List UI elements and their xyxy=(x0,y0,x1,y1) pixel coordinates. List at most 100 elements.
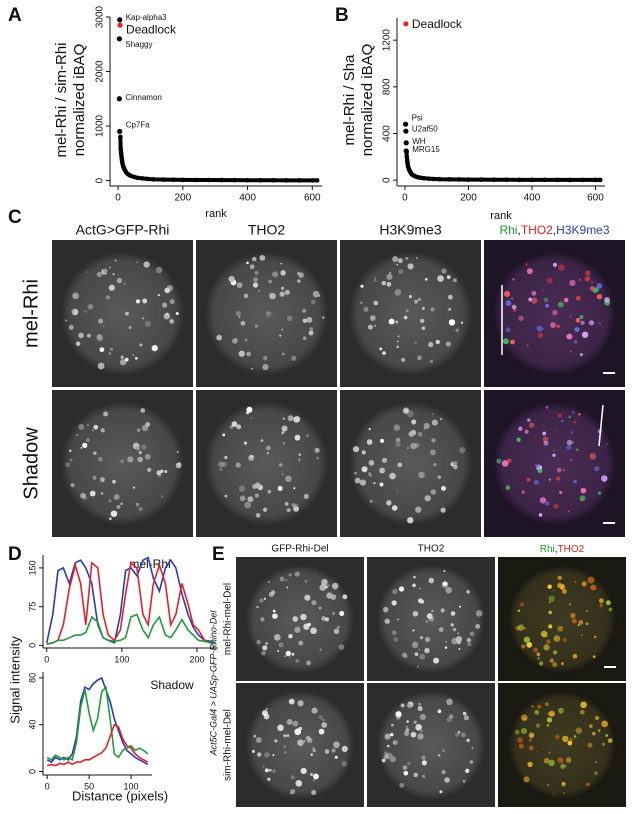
spot xyxy=(431,610,434,613)
micrograph xyxy=(236,683,364,807)
point xyxy=(491,177,497,182)
spot xyxy=(585,622,589,626)
point xyxy=(245,177,250,183)
spot xyxy=(505,327,511,333)
micrograph xyxy=(340,390,481,537)
spot xyxy=(70,483,75,488)
profile-line xyxy=(598,404,604,447)
spot xyxy=(331,748,336,753)
spot xyxy=(318,606,322,610)
spot xyxy=(457,640,461,645)
spot xyxy=(561,588,567,594)
spot xyxy=(444,777,450,783)
x-tick-label: 100 xyxy=(114,654,129,664)
point-label: Kap-alpha3 xyxy=(126,13,167,22)
spot xyxy=(405,256,409,260)
spot xyxy=(580,487,587,494)
y-axis-label: Signal intensity xyxy=(7,636,22,724)
point xyxy=(258,177,263,183)
point xyxy=(193,177,199,183)
spot xyxy=(262,507,268,512)
spot xyxy=(69,449,72,452)
point xyxy=(516,177,522,183)
spot xyxy=(288,698,295,705)
spot xyxy=(452,278,457,283)
spot xyxy=(267,489,272,494)
spot xyxy=(475,623,481,629)
x-tick-label: 100 xyxy=(124,781,139,791)
spot xyxy=(543,644,550,651)
spot xyxy=(164,470,168,473)
spot xyxy=(298,640,304,646)
spot xyxy=(120,459,124,464)
spot xyxy=(269,292,276,300)
spot xyxy=(268,768,272,772)
spot xyxy=(405,728,410,732)
spot xyxy=(310,753,313,756)
spot xyxy=(440,418,443,421)
y-tick-label: 40 xyxy=(27,720,37,730)
spot xyxy=(573,420,577,424)
nucleus xyxy=(507,690,617,800)
spot xyxy=(78,423,85,430)
spot xyxy=(566,439,573,446)
spot xyxy=(311,789,317,795)
spot xyxy=(292,720,299,727)
column-header: ActG>GFP-Rhi xyxy=(76,222,170,238)
spot xyxy=(552,309,558,316)
spot xyxy=(557,625,564,632)
spot xyxy=(235,310,241,317)
spot xyxy=(595,761,598,764)
spot xyxy=(134,356,138,360)
spot xyxy=(280,286,285,290)
micrograph xyxy=(498,683,626,807)
spot xyxy=(421,760,427,766)
spot xyxy=(417,431,423,437)
spot xyxy=(461,732,466,738)
spot xyxy=(580,498,583,502)
spot xyxy=(110,510,118,517)
spot xyxy=(596,293,603,300)
spot xyxy=(502,338,509,345)
spot xyxy=(424,636,431,643)
line xyxy=(46,685,149,762)
point xyxy=(567,177,573,183)
spot xyxy=(306,434,309,437)
spot xyxy=(319,648,323,651)
spot xyxy=(415,723,423,731)
spot xyxy=(606,443,609,446)
spot xyxy=(548,759,555,767)
spot xyxy=(437,275,444,282)
spot xyxy=(566,333,573,340)
x-axis-label: rank xyxy=(490,210,512,222)
spot xyxy=(175,311,179,316)
spot xyxy=(412,583,416,588)
spot xyxy=(437,475,442,480)
spot xyxy=(429,359,434,364)
point xyxy=(309,178,315,183)
spot xyxy=(574,327,580,333)
spot xyxy=(262,355,268,361)
spot xyxy=(451,637,459,645)
spot xyxy=(119,359,127,366)
spot xyxy=(292,616,299,622)
spot xyxy=(548,710,555,717)
spot xyxy=(284,751,287,754)
spot xyxy=(545,501,550,506)
spot xyxy=(105,295,110,300)
panel-label: A xyxy=(8,5,22,26)
spot xyxy=(132,486,136,489)
spot xyxy=(249,264,255,270)
spot xyxy=(143,261,150,268)
spot xyxy=(574,580,577,583)
spot xyxy=(102,268,108,274)
spot xyxy=(252,282,259,288)
micrograph xyxy=(340,240,481,387)
spot xyxy=(548,601,551,604)
panel-label: E xyxy=(212,544,225,565)
spot xyxy=(280,270,286,276)
spot xyxy=(552,453,556,457)
point xyxy=(140,176,145,181)
spot xyxy=(413,575,416,579)
spot xyxy=(590,584,597,591)
